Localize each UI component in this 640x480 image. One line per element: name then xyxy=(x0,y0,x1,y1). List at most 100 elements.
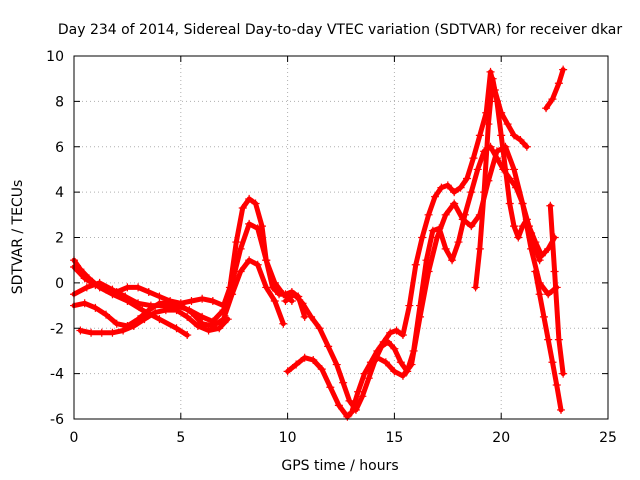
data-point xyxy=(390,344,399,353)
data-point xyxy=(559,65,568,74)
data-point xyxy=(441,210,450,219)
tick-layer: 0 5 10 15 20 25 -6 -4 -2 0 2 4 6 8 10 xyxy=(46,49,617,446)
data-point xyxy=(407,360,416,369)
data-point xyxy=(550,267,559,276)
data-point xyxy=(315,324,324,333)
data-point xyxy=(198,312,207,321)
data-point xyxy=(351,405,360,414)
data-point xyxy=(279,319,288,328)
data-point xyxy=(283,367,292,376)
data-point xyxy=(279,290,288,299)
y-tick-label: 8 xyxy=(55,94,64,110)
chart-title: Day 234 of 2014, Sidereal Day-to-day VTE… xyxy=(58,22,623,38)
x-axis-label: GPS time / hours xyxy=(281,458,398,474)
data-point xyxy=(82,283,91,292)
series-trace-11 xyxy=(543,67,566,111)
y-tick-label: -6 xyxy=(50,412,64,428)
data-point xyxy=(360,369,369,378)
data-point xyxy=(134,283,143,292)
data-point xyxy=(383,337,392,346)
data-point xyxy=(486,67,495,76)
y-tick-label: 0 xyxy=(55,276,64,292)
data-point xyxy=(166,299,175,308)
data-point xyxy=(300,353,309,362)
x-tick-label: 0 xyxy=(70,430,79,446)
series-trace-1 xyxy=(71,257,190,338)
data-point xyxy=(187,308,196,317)
data-point xyxy=(208,297,217,306)
data-point xyxy=(381,358,390,367)
data-point xyxy=(441,244,450,253)
data-point xyxy=(236,244,245,253)
data-point xyxy=(204,326,213,335)
data-point xyxy=(134,299,143,308)
data-point xyxy=(501,165,510,174)
data-point xyxy=(505,199,514,208)
data-point xyxy=(424,267,433,276)
data-point xyxy=(475,244,484,253)
data-point xyxy=(151,308,160,317)
data-point xyxy=(198,294,207,303)
y-tick-label: 10 xyxy=(46,49,64,65)
data-point xyxy=(546,201,555,210)
data-point xyxy=(347,408,356,417)
data-point xyxy=(326,383,335,392)
data-point xyxy=(398,331,407,340)
data-point xyxy=(539,312,548,321)
data-point xyxy=(232,238,241,247)
series-trace-12 xyxy=(547,203,566,377)
data-point xyxy=(492,97,501,106)
series-trace-7 xyxy=(283,144,558,413)
data-point xyxy=(358,392,367,401)
data-point xyxy=(531,267,540,276)
data-point xyxy=(437,183,446,192)
data-point xyxy=(251,199,260,208)
data-point xyxy=(518,222,527,231)
data-point xyxy=(262,256,271,265)
data-point xyxy=(290,290,299,299)
data-point xyxy=(497,131,506,140)
data-point xyxy=(527,228,536,237)
data-point xyxy=(140,315,149,324)
data-point xyxy=(430,192,439,201)
data-point xyxy=(309,356,318,365)
series-trace-2 xyxy=(71,196,308,320)
data-point xyxy=(398,371,407,380)
y-tick-label: 6 xyxy=(55,140,64,156)
data-point xyxy=(339,378,348,387)
data-point xyxy=(245,256,254,265)
y-tick-label: 4 xyxy=(55,185,64,201)
data-point xyxy=(467,188,476,197)
data-point xyxy=(411,260,420,269)
data-point xyxy=(469,154,478,163)
data-point xyxy=(450,188,459,197)
data-point xyxy=(253,224,262,233)
data-point xyxy=(428,226,437,235)
y-axis-label: SDTVAR / TECUs xyxy=(10,180,26,295)
data-point xyxy=(531,244,540,253)
data-point xyxy=(542,104,551,113)
series-trace-4 xyxy=(71,257,286,329)
data-point xyxy=(228,290,237,299)
data-point xyxy=(548,95,557,104)
y-tick-label: -2 xyxy=(50,321,64,337)
data-point xyxy=(552,380,561,389)
series-layer xyxy=(70,65,568,421)
data-point xyxy=(480,188,489,197)
data-point xyxy=(270,278,279,287)
data-point xyxy=(554,335,563,344)
data-point xyxy=(392,326,401,335)
data-point xyxy=(332,360,341,369)
data-point xyxy=(458,215,467,224)
data-point xyxy=(475,131,484,140)
data-point xyxy=(443,181,452,190)
data-point xyxy=(416,312,425,321)
x-tick-label: 20 xyxy=(492,430,510,446)
x-tick-label: 10 xyxy=(279,430,297,446)
data-point xyxy=(161,306,170,315)
data-point xyxy=(503,120,512,129)
data-point xyxy=(544,335,553,344)
data-point xyxy=(364,365,373,374)
data-point xyxy=(80,299,89,308)
data-point xyxy=(557,405,566,414)
